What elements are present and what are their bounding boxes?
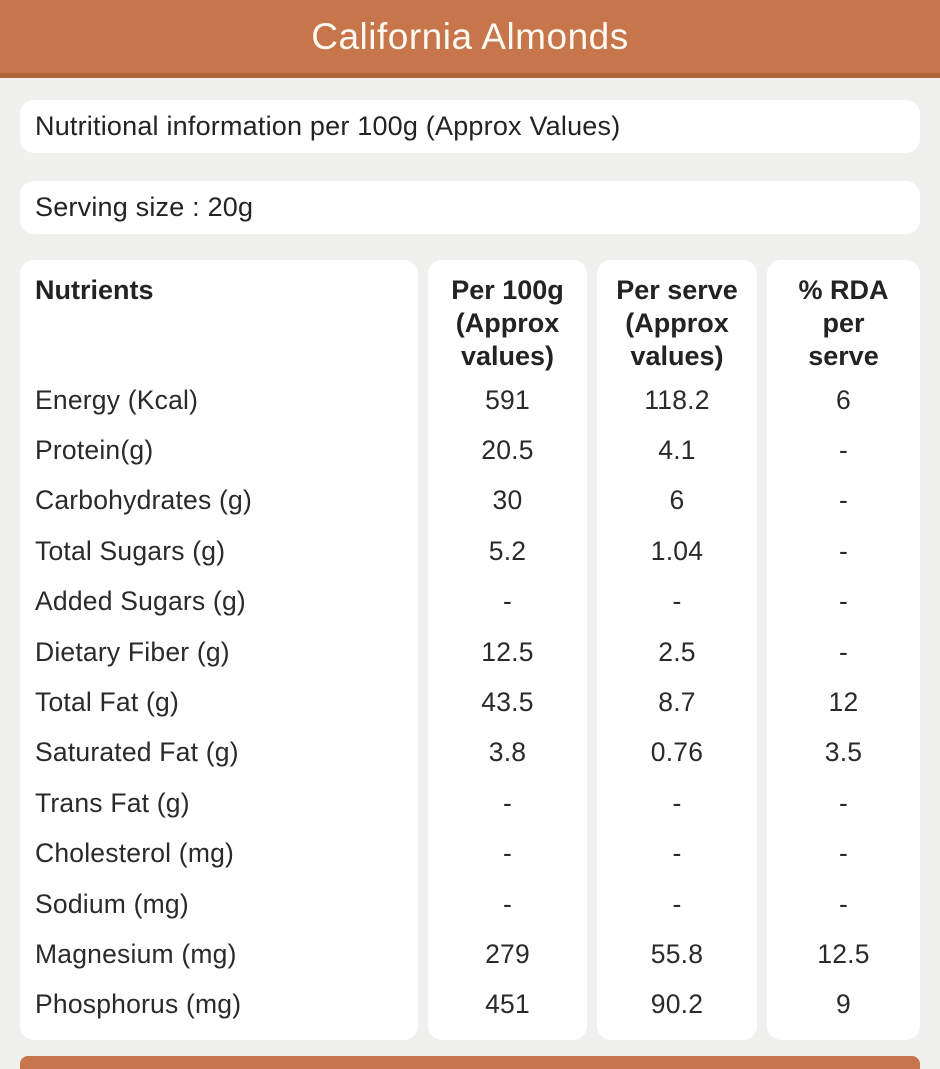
- table-cell-label: Total Sugars (g): [35, 535, 226, 566]
- table-cell-rda: -: [838, 485, 849, 516]
- table-column-per-100g: Per 100g (Approx values) 591 20.5 30 5.2 - 12…: [428, 260, 587, 1041]
- table-cell-per_serve: -: [672, 838, 682, 869]
- table-cell-per_100g: 43.5: [481, 687, 534, 718]
- table-cell-label: Magnesium (mg): [35, 938, 237, 969]
- table-cell-per_100g: -: [502, 586, 513, 617]
- table-cell-per_serve: 55.8: [650, 938, 704, 969]
- table-cell-per_serve: 4.1: [658, 435, 696, 466]
- table-cell-rda: 12.5: [817, 938, 870, 969]
- table-cell-per_100g: 591: [485, 384, 530, 415]
- table-cell-per_100g: 3.8: [488, 737, 527, 768]
- nutrient-labels: Energy (Kcal) Protein(g) Carbohydrates (g)…: [20, 375, 418, 1030]
- table-cell-label: Protein(g): [35, 435, 154, 466]
- table-cell-rda: -: [838, 636, 849, 667]
- table-cell-label: Sodium (mg): [35, 888, 189, 919]
- table-cell-label: Trans Fat (g): [35, 787, 190, 818]
- table-column-per-serve: Per serve (Approx values) 118.2 4.1 6 1.04 -…: [597, 260, 757, 1041]
- table-cell-per_100g: 279: [485, 938, 530, 969]
- table-cell-rda: -: [838, 586, 849, 617]
- table-cell-per_serve: 2.5: [658, 636, 696, 667]
- table-cell-per_serve: -: [672, 586, 682, 617]
- table-cell-label: Energy (Kcal): [35, 384, 199, 415]
- table-cell-rda: -: [838, 787, 849, 818]
- table-cell-rda: -: [838, 435, 849, 466]
- product-title: California Almonds: [311, 15, 629, 57]
- table-cell-rda: -: [838, 535, 849, 566]
- table-cell-per_100g: 30: [492, 485, 523, 516]
- table-cell-per_100g: 12.5: [481, 636, 534, 667]
- table-cell-rda: -: [838, 888, 849, 919]
- per-100g-values: 591 20.5 30 5.2 - 12.5 43.5 3.8 - - - 279 451: [428, 375, 587, 1030]
- table-column-nutrients: Nutrients Energy (Kcal) Protein(g) Carbohy…: [20, 260, 418, 1041]
- table-cell-label: Cholesterol (mg): [35, 838, 235, 869]
- table-cell-per_100g: 5.2: [488, 535, 527, 566]
- footer-accent-strip: [20, 1056, 920, 1069]
- table-cell-per_100g: -: [502, 787, 513, 818]
- column-header-per-100g: Per 100g (Approx values): [451, 275, 564, 371]
- table-cell-per_100g: -: [502, 838, 513, 869]
- table-cell-rda: 3.5: [824, 737, 863, 768]
- table-cell-label: Phosphorus (mg): [35, 989, 242, 1020]
- table-cell-rda: 9: [836, 989, 851, 1020]
- table-cell-rda: -: [838, 838, 849, 869]
- table-cell-per_serve: 8.7: [658, 687, 696, 718]
- serving-size-text: Serving size : 20g: [35, 192, 254, 222]
- column-header-per-serve: Per serve (Approx values): [616, 275, 738, 371]
- table-cell-rda: 12: [828, 687, 859, 718]
- table-cell-label: Carbohydrates (g): [35, 485, 252, 516]
- table-cell-per_serve: 90.2: [650, 989, 704, 1020]
- rda-values: 6 - - - - - 12 3.5 - - - 12.5 9: [767, 375, 920, 1030]
- nutritional-info-text: Nutritional information per 100g (Approx…: [35, 111, 621, 141]
- product-header-banner: California Almonds: [0, 0, 940, 78]
- table-cell-per_serve: 118.2: [644, 384, 710, 415]
- table-column-rda: % RDA per serve 6 - - - - - 12 3.5 - - - 12.5 9: [767, 260, 920, 1041]
- serving-size-bar: Serving size : 20g: [20, 181, 920, 234]
- column-header-nutrients: Nutrients: [35, 275, 154, 305]
- table-cell-label: Dietary Fiber (g): [35, 636, 230, 667]
- table-cell-per_100g: 451: [485, 989, 530, 1020]
- table-cell-rda: 6: [836, 384, 851, 415]
- table-cell-label: Total Fat (g): [35, 687, 179, 718]
- table-cell-per_serve: 0.76: [650, 737, 704, 768]
- table-cell-per_100g: 20.5: [481, 435, 534, 466]
- table-cell-label: Saturated Fat (g): [35, 737, 239, 768]
- nutritional-info-bar: Nutritional information per 100g (Approx…: [20, 100, 920, 153]
- per-serve-values: 118.2 4.1 6 1.04 - 2.5 8.7 0.76 - - - 55.8 90.2: [597, 375, 757, 1030]
- table-cell-per_100g: -: [502, 888, 513, 919]
- table-cell-per_serve: 1.04: [650, 535, 704, 566]
- table-cell-per_serve: -: [672, 787, 682, 818]
- column-header-rda: % RDA per serve: [798, 275, 889, 371]
- nutrition-table: Nutrients Energy (Kcal) Protein(g) Carbohy…: [20, 260, 920, 1041]
- table-cell-label: Added Sugars (g): [35, 586, 246, 617]
- table-cell-per_serve: 6: [669, 485, 685, 516]
- table-cell-per_serve: -: [672, 888, 682, 919]
